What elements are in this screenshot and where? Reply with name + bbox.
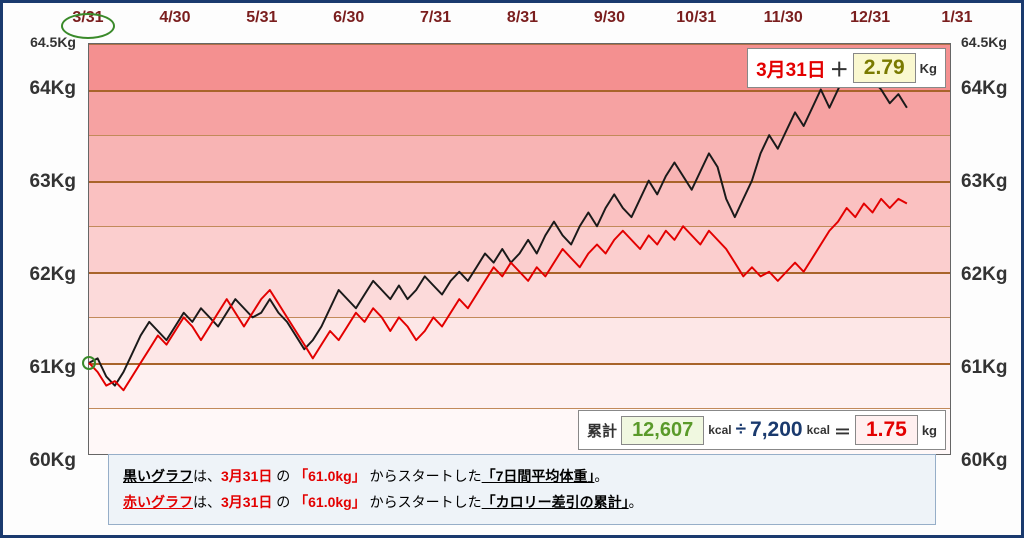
kcal-label: 累計: [587, 420, 617, 441]
caption-line-1: 黒いグラフは、3月31日 の 「61.0kg」 からスタートした「7日間平均体重…: [123, 463, 921, 490]
plot-area: 3月31日 ＋ 2.79 Kg 累計 12,607 kcal ÷ 7,200 k…: [88, 43, 951, 455]
y-tick-label-right: 64Kg: [961, 78, 1007, 100]
delta-date: 3月31日: [756, 55, 826, 82]
line-series: [89, 44, 950, 454]
y-tick-label-right: 62Kg: [961, 264, 1007, 286]
y-tick-label-left: 62Kg: [30, 264, 76, 286]
x-tick-label: 9/30: [594, 9, 625, 27]
y-tick-label-right: 60Kg: [961, 450, 1007, 472]
delta-plus: ＋: [830, 55, 849, 82]
y-tick-label-right: 64.5Kg: [961, 34, 1007, 50]
x-tick-label: 1/31: [941, 9, 972, 27]
y-tick-label-left: 63Kg: [30, 171, 76, 193]
x-tick-label: 7/31: [420, 9, 451, 27]
kcal-divisor: 7,200: [750, 418, 803, 442]
x-tick-label: 8/31: [507, 9, 538, 27]
y-tick-label-left: 64.5Kg: [30, 34, 76, 50]
caption-box: 黒いグラフは、3月31日 の 「61.0kg」 からスタートした「7日間平均体重…: [108, 454, 936, 525]
series-7-day-avg-weight: [89, 67, 907, 386]
kcal-unit-2: kcal: [807, 423, 830, 437]
series-calorie-cumulative: [89, 199, 907, 390]
kcal-equals: ＝: [834, 418, 851, 443]
kcal-info-box: 累計 12,607 kcal ÷ 7,200 kcal ＝ 1.75 kg: [578, 410, 946, 450]
x-tick-label: 4/30: [159, 9, 190, 27]
kcal-unit-1: kcal: [708, 423, 731, 437]
x-tick-label: 11/30: [764, 9, 803, 27]
start-marker-circle: [82, 356, 96, 370]
x-tick-label: 10/31: [676, 9, 716, 27]
caption-black-label: 黒いグラフ: [123, 468, 193, 484]
delta-unit: Kg: [920, 61, 937, 76]
x-tick-label: 6/30: [333, 9, 364, 27]
kg-unit: kg: [922, 423, 937, 438]
kcal-divide: ÷: [736, 419, 746, 441]
kg-value: 1.75: [855, 415, 918, 445]
y-tick-label-left: 61Kg: [30, 357, 76, 379]
chart-frame: 3/314/305/316/307/318/319/3010/3111/3012…: [0, 0, 1024, 538]
x-axis-labels: 3/314/305/316/307/318/319/3010/3111/3012…: [3, 9, 1021, 39]
kcal-value: 12,607: [621, 416, 704, 445]
y-tick-label-right: 63Kg: [961, 171, 1007, 193]
caption-red-label: 赤いグラフ: [123, 494, 193, 510]
delta-info-box: 3月31日 ＋ 2.79 Kg: [747, 48, 946, 88]
x-tick-label: 12/31: [850, 9, 890, 27]
y-tick-label-left: 64Kg: [30, 78, 76, 100]
caption-line-2: 赤いグラフは、3月31日 の 「61.0kg」 からスタートした「カロリー差引の…: [123, 489, 921, 516]
y-tick-label-right: 61Kg: [961, 357, 1007, 379]
delta-value: 2.79: [853, 53, 916, 83]
y-tick-label-left: 60Kg: [30, 450, 76, 472]
x-tick-label: 5/31: [246, 9, 277, 27]
